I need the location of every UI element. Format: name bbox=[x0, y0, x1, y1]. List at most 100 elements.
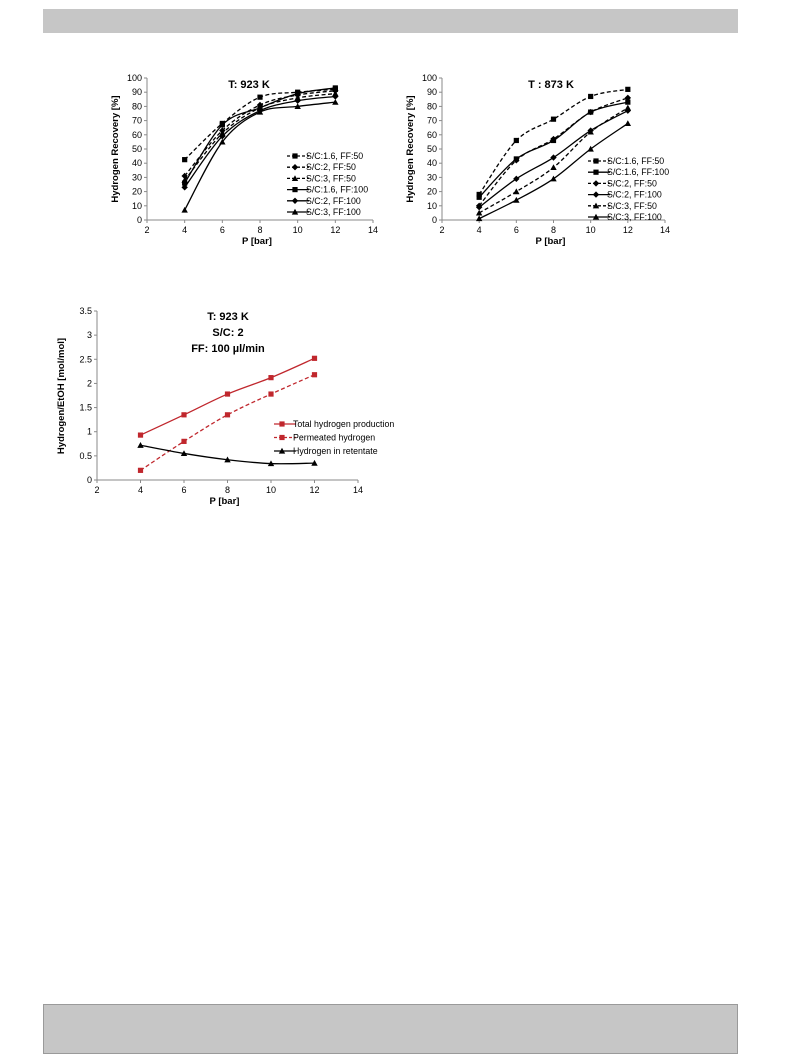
legend-marker bbox=[592, 213, 600, 220]
data-point bbox=[332, 85, 338, 91]
y-tick-label: 100 bbox=[127, 73, 142, 83]
x-tick-label: 2 bbox=[439, 225, 444, 235]
y-tick-label: 1.5 bbox=[79, 403, 92, 413]
legend-marker bbox=[593, 158, 599, 164]
data-point bbox=[137, 442, 144, 448]
data-point bbox=[311, 355, 318, 361]
data-point bbox=[182, 157, 188, 163]
data-point bbox=[137, 432, 144, 438]
y-tick-label: 0.5 bbox=[79, 451, 92, 461]
legend-marker bbox=[593, 169, 599, 175]
data-point bbox=[587, 128, 594, 135]
legend-label: Permeated hydrogen bbox=[293, 433, 375, 443]
x-tick-label: 10 bbox=[293, 225, 303, 235]
data-point bbox=[550, 116, 557, 122]
data-point bbox=[475, 209, 483, 216]
data-point bbox=[294, 97, 301, 104]
y-tick-label: 50 bbox=[132, 144, 142, 154]
chart-title: FF: 100 µl/min bbox=[191, 343, 265, 355]
data-point bbox=[475, 204, 483, 211]
legend-marker bbox=[592, 191, 600, 198]
data-point bbox=[332, 93, 339, 100]
header-band bbox=[43, 9, 738, 33]
data-point bbox=[181, 438, 187, 444]
legend-marker bbox=[292, 153, 298, 159]
legend-label: S/C:1.6, FF:50 bbox=[306, 151, 363, 161]
legend-marker bbox=[291, 175, 299, 181]
y-tick-label: 60 bbox=[132, 130, 142, 140]
x-tick-label: 14 bbox=[368, 225, 378, 235]
data-point bbox=[513, 157, 520, 164]
y-tick-label: 3 bbox=[87, 330, 92, 340]
x-tick-label: 2 bbox=[94, 485, 99, 495]
y-tick-label: 70 bbox=[132, 116, 142, 126]
data-point bbox=[219, 133, 226, 140]
data-point bbox=[624, 94, 632, 102]
legend-marker bbox=[292, 187, 298, 193]
data-point bbox=[550, 164, 557, 171]
data-point bbox=[137, 467, 144, 473]
legend-marker bbox=[291, 164, 299, 171]
data-point bbox=[257, 94, 263, 100]
data-point bbox=[624, 107, 632, 114]
y-tick-label: 90 bbox=[132, 87, 142, 97]
y-tick-label: 3.5 bbox=[79, 306, 92, 316]
legend-label: S/C:3, FF:100 bbox=[607, 212, 662, 222]
legend-marker bbox=[291, 208, 299, 215]
data-point bbox=[219, 122, 225, 128]
data-point bbox=[256, 108, 264, 115]
legend-marker bbox=[278, 447, 286, 454]
x-axis-label: P [bar] bbox=[242, 236, 272, 247]
y-tick-label: 0 bbox=[137, 215, 142, 225]
x-tick-label: 12 bbox=[330, 225, 340, 235]
data-point bbox=[224, 391, 231, 397]
data-point bbox=[475, 215, 483, 222]
y-tick-label: 80 bbox=[132, 101, 142, 111]
data-point bbox=[219, 138, 226, 145]
y-tick-label: 40 bbox=[427, 158, 437, 168]
x-tick-label: 8 bbox=[551, 225, 556, 235]
legend-label: S/C:2, FF:100 bbox=[607, 190, 662, 200]
series-line bbox=[478, 88, 628, 195]
x-tick-label: 10 bbox=[586, 225, 596, 235]
chart-title: T: 923 K bbox=[228, 79, 270, 91]
data-point bbox=[513, 175, 520, 183]
data-point bbox=[295, 91, 301, 97]
y-tick-label: 100 bbox=[422, 73, 437, 83]
legend-marker bbox=[279, 434, 285, 441]
chart-title: T : 873 K bbox=[528, 79, 574, 91]
data-point bbox=[587, 145, 594, 152]
x-axis-label: P [bar] bbox=[210, 496, 240, 507]
y-tick-label: 40 bbox=[132, 158, 142, 168]
legend-label: S/C:2, FF:50 bbox=[607, 178, 657, 188]
legend-label: S/C:3, FF:50 bbox=[607, 201, 657, 211]
data-point bbox=[180, 450, 188, 457]
y-tick-label: 10 bbox=[427, 201, 437, 211]
data-point bbox=[267, 460, 275, 467]
data-point bbox=[513, 196, 520, 203]
x-axis-label: P [bar] bbox=[536, 236, 566, 247]
legend-label: S/C:3, FF:100 bbox=[306, 207, 361, 217]
footer-band bbox=[43, 1004, 738, 1054]
x-tick-label: 4 bbox=[138, 485, 143, 495]
data-point bbox=[587, 108, 594, 116]
y-tick-label: 10 bbox=[132, 201, 142, 211]
y-axis-label: Hydrogen Recovery [%] bbox=[110, 95, 121, 202]
data-point bbox=[268, 391, 274, 397]
y-tick-label: 50 bbox=[427, 144, 437, 154]
x-tick-label: 6 bbox=[181, 485, 186, 495]
data-point bbox=[224, 412, 231, 418]
x-tick-label: 4 bbox=[477, 225, 482, 235]
data-point bbox=[182, 180, 188, 186]
data-point bbox=[550, 175, 557, 182]
data-point bbox=[224, 456, 231, 463]
data-point bbox=[181, 412, 187, 418]
y-tick-label: 80 bbox=[427, 101, 437, 111]
x-tick-label: 8 bbox=[225, 485, 230, 495]
y-tick-label: 0 bbox=[87, 475, 92, 485]
x-tick-label: 2 bbox=[144, 225, 149, 235]
data-point bbox=[625, 86, 631, 92]
